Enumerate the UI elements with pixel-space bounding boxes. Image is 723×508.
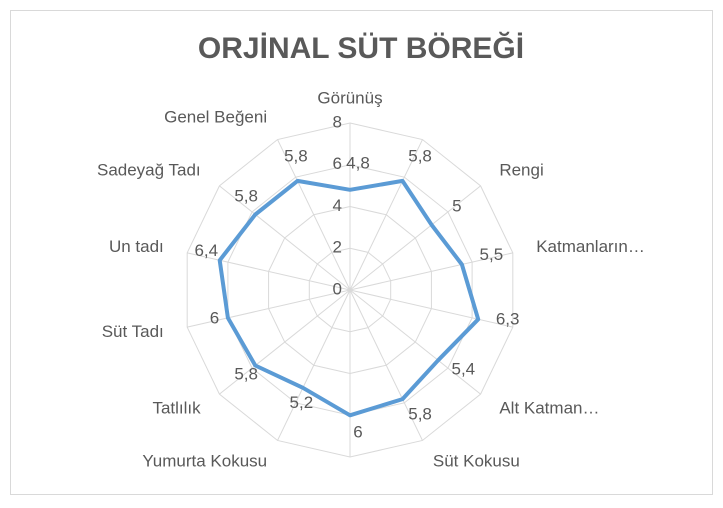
spoke: [349, 289, 513, 328]
category-label: Süt Tadı: [102, 322, 164, 341]
value-label: 6: [353, 423, 362, 442]
spoke: [219, 185, 351, 291]
value-label: 6: [210, 308, 219, 327]
spoke: [349, 252, 513, 291]
category-label: Alt Katman…: [499, 399, 599, 418]
value-label: 6,3: [496, 310, 520, 329]
category-label: Un tadı: [109, 237, 164, 256]
spoke: [187, 289, 351, 328]
value-label: 5,8: [234, 186, 258, 205]
spoke: [187, 252, 351, 291]
value-label: 5,8: [284, 147, 308, 166]
value-label: 5,2: [290, 393, 314, 412]
category-label: Yumurta Kokusu: [142, 452, 267, 471]
series-line: [217, 178, 481, 418]
chart-title: ORJİNAL SÜT BÖREĞİ: [198, 31, 524, 65]
r-tick-label: 6: [333, 154, 342, 173]
value-label: 5,8: [408, 404, 432, 423]
value-label: 5: [452, 197, 461, 216]
value-label: 5,8: [408, 147, 432, 166]
spoke: [349, 289, 481, 395]
category-label: Rengi: [499, 160, 543, 179]
category-label: Genel Beğeni: [164, 107, 267, 126]
value-label: 5,8: [234, 365, 258, 384]
category-label: Katmanların…: [536, 237, 645, 256]
spoke: [277, 139, 351, 291]
value-label: 5,5: [480, 245, 504, 264]
spoke: [349, 185, 481, 291]
spoke: [349, 289, 423, 441]
category-label: Süt Kokusu: [433, 452, 520, 471]
spoke: [219, 289, 351, 395]
r-tick-label: 2: [333, 238, 342, 257]
category-label: Görünüş: [317, 88, 382, 107]
value-label: 6,4: [194, 241, 218, 260]
r-tick-label: 4: [333, 196, 342, 215]
category-label: Sadeyağ Tadı: [97, 160, 201, 179]
category-label: Tatlılık: [152, 399, 201, 418]
r-tick-label: 8: [333, 112, 342, 131]
spoke: [277, 289, 351, 441]
spoke: [349, 139, 423, 291]
r-tick-label: 0: [333, 279, 342, 298]
value-label: 5,4: [452, 359, 476, 378]
value-label: 4,8: [346, 153, 370, 172]
